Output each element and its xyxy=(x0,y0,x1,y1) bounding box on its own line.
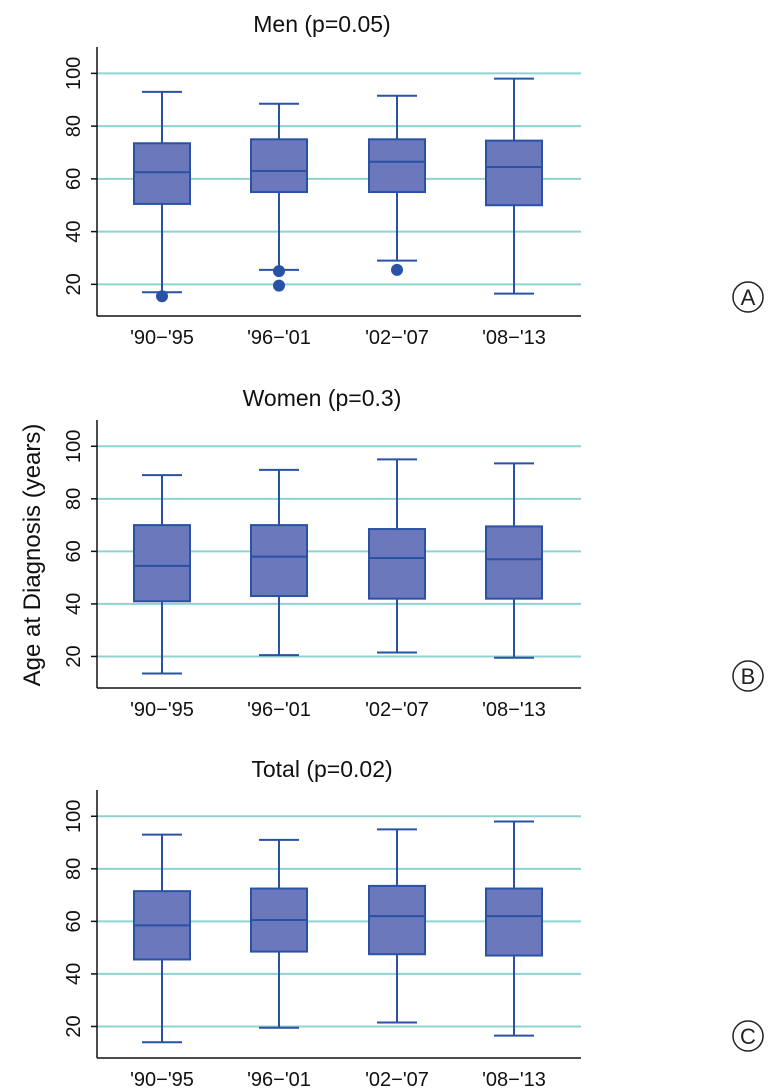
x-tick-label: '08−'13 xyxy=(482,327,546,349)
x-tick-label: '02−'07 xyxy=(365,1069,429,1090)
iqr-box xyxy=(250,524,308,598)
y-axis-label: Age at Diagnosis (years) xyxy=(19,424,46,687)
iqr-box xyxy=(368,528,426,600)
iqr-box xyxy=(368,138,426,194)
iqr-box xyxy=(250,138,308,194)
panel-title: Men (p=0.05) xyxy=(253,11,390,37)
panel-title: Total (p=0.02) xyxy=(251,756,392,782)
iqr-box xyxy=(485,887,543,957)
x-tick-label: '90−'95 xyxy=(130,1069,194,1090)
y-tick-label: 80 xyxy=(63,115,85,137)
outlier-point xyxy=(391,263,403,276)
chart-panel-b: Women (p=0.3) 20 40 60 80 100 '90−'95 '96−'01 '0… xyxy=(63,385,764,721)
y-tick-label: 40 xyxy=(63,593,85,615)
panel-badge-circle xyxy=(732,1020,764,1052)
y-tick-label: 100 xyxy=(63,430,85,463)
y-tick-label: 60 xyxy=(63,540,85,562)
outlier-point xyxy=(273,279,285,292)
outlier-point xyxy=(273,265,285,278)
y-tick-label: 20 xyxy=(63,645,85,667)
x-tick-label: '96−'01 xyxy=(247,699,311,721)
chart-panel-a: Men (p=0.05) 20 40 60 80 100 '90−'95 '96−'01 '02… xyxy=(63,11,764,349)
iqr-box xyxy=(485,139,543,207)
y-tick-label: 20 xyxy=(63,273,85,295)
y-tick-label: 80 xyxy=(63,488,85,510)
panel-title: Women (p=0.3) xyxy=(243,385,402,411)
y-tick-label: 60 xyxy=(63,168,85,190)
panel-badge-label: B xyxy=(741,664,756,689)
y-tick-label: 40 xyxy=(63,963,85,985)
x-tick-label: '96−'01 xyxy=(247,1069,311,1090)
x-tick-label: '90−'95 xyxy=(130,327,194,349)
x-tick-label: '02−'07 xyxy=(365,699,429,721)
x-tick-label: '96−'01 xyxy=(247,327,311,349)
y-tick-label: 100 xyxy=(63,800,85,833)
y-tick-label: 20 xyxy=(63,1015,85,1037)
x-tick-label: '08−'13 xyxy=(482,1069,546,1090)
chart-panel-c: Total (p=0.02) 20 40 60 80 100 '90−'95 '96−'01 '… xyxy=(63,756,764,1090)
panel-badge-label: A xyxy=(741,285,756,310)
y-tick-label: 80 xyxy=(63,858,85,880)
y-tick-label: 100 xyxy=(63,57,85,90)
outlier-point xyxy=(156,290,168,303)
panel-badge-label: C xyxy=(740,1024,756,1049)
x-tick-label: '90−'95 xyxy=(130,699,194,721)
panel-badge-circle xyxy=(732,660,764,692)
panel-badge-circle xyxy=(732,281,764,313)
iqr-box xyxy=(368,884,426,956)
iqr-box xyxy=(133,142,191,205)
iqr-box xyxy=(485,525,543,600)
x-tick-label: '02−'07 xyxy=(365,327,429,349)
x-tick-label: '08−'13 xyxy=(482,699,546,721)
y-tick-label: 60 xyxy=(63,910,85,932)
iqr-box xyxy=(133,524,191,603)
y-tick-label: 40 xyxy=(63,220,85,242)
